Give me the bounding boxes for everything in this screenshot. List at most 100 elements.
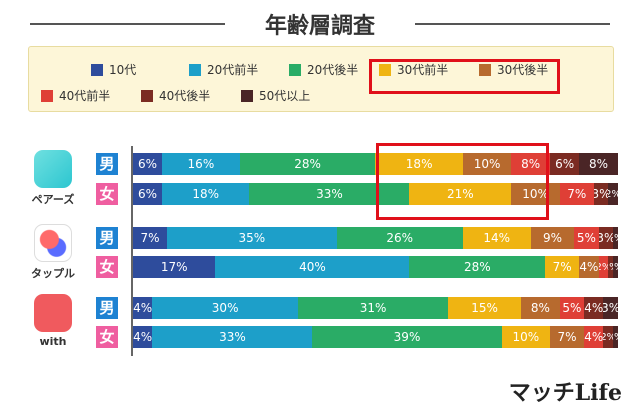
bar-segment: 8% [520,297,560,319]
app-icon [34,224,72,262]
legend-highlight-box [369,59,560,94]
bar-segment: 6% [550,153,580,175]
bar-segment: 10% [462,153,512,175]
app-icon [34,150,72,188]
axis-line [131,146,133,356]
bar-segment: 4% [579,256,599,278]
legend-item: 20代後半 [289,61,358,78]
bar-segment: 3% [603,297,618,319]
legend-item: 30代前半 [379,61,448,78]
bar-segment: 6% [133,183,163,205]
bar-segment: 28% [239,153,376,175]
legend-item: 50代以上 [241,87,310,104]
bar-segment: 2% [598,256,609,278]
bar-segment: 30% [152,297,298,319]
bar-segment: 8% [511,153,551,175]
title-area: 年齢層調査 [0,6,640,39]
bar-segment: 4% [584,326,604,348]
sex-badge: 男 [96,297,118,319]
bar-segment: 4% [584,297,604,319]
legend-swatch [141,89,153,102]
bar-segment: 35% [166,227,337,249]
bar-segment: 4% [133,297,153,319]
stacked-bar: 7%35%26%14%9%5%3%1% [133,227,618,249]
legend-label: 40代前半 [59,89,111,103]
brand-logo: マッチLife [508,380,622,406]
bar-segment: 7% [550,326,585,348]
bar-segment: 5% [559,297,585,319]
bar-segment: 2% [608,183,618,205]
bar-segment: 2% [603,326,614,348]
bar-segment: 3% [593,183,609,205]
legend-item: 30代後半 [479,61,548,78]
title-rule-left [30,23,225,25]
legend-label: 30代後半 [497,63,549,77]
bar-segment: 10% [501,326,551,348]
legend-swatch [379,63,391,76]
bar-segment: 9% [530,227,575,249]
bar-segment: 40% [215,256,410,278]
bar-segment: 33% [249,183,410,205]
bar-segment: 1% [613,256,618,278]
bar-segment: 18% [162,183,250,205]
app-label: タップル [18,224,88,281]
legend-swatch [289,63,301,76]
legend-label: 20代後半 [307,63,359,77]
legend-swatch [41,89,53,102]
bar-segment: 16% [162,153,240,175]
bar-segment: 1% [613,326,618,348]
app-name: タップル [31,267,75,280]
stacked-bar: 6% 16% 28% 18% 10% 8% 6% 8% [133,153,618,175]
legend-swatch [91,63,103,76]
bar-segment: 18% [375,153,463,175]
legend-swatch [241,89,253,102]
sex-badge: 女 [96,326,118,348]
bar-segment: 31% [297,297,449,319]
legend-label: 40代後半 [159,89,211,103]
bar-segment: 7% [559,183,594,205]
chart-title: 年齢層調査 [264,14,375,39]
bar-segment: 15% [448,297,521,319]
legend-swatch [479,63,491,76]
bar-segment: 7% [545,256,580,278]
legend-label: 20代前半 [207,63,259,77]
stacked-bar: 17%40%28%7%4%2%1%1% [133,256,618,278]
bar-segment: 14% [462,227,531,249]
bar-segment: 21% [409,183,512,205]
bar-segment: 1% [608,256,614,278]
bar-segment: 6% [133,153,163,175]
stacked-bar: 4%30%31%15%8%5%4%3% [133,297,618,319]
bar-segment: 26% [336,227,463,249]
bar-segment: 1% [613,227,618,249]
sex-badge: 男 [96,153,118,175]
bar-segment: 17% [133,256,216,278]
stacked-bar: 4%33%39%10%7%4%2%1% [133,326,618,348]
bar-segment: 4% [133,326,153,348]
app-name: with [39,335,67,348]
legend: 10代 20代前半 20代後半 30代前半 30代後半 40代前半 40代後半 50代以上 [28,46,614,112]
bars-highlight-box [376,143,549,220]
stacked-bar: 6%18%33%21%10%7%3%2% [133,183,618,205]
bar-segment: 5% [574,227,599,249]
app-icon [34,294,72,332]
legend-item: 40代前半 [41,87,110,104]
app-label: ペアーズ [18,150,88,207]
bar-segment: 8% [579,153,618,175]
bar-segment: 28% [409,256,546,278]
bar-segment: 3% [598,227,614,249]
sex-badge: 男 [96,227,118,249]
bar-segment: 33% [152,326,313,348]
bar-segment: 39% [312,326,502,348]
legend-label: 30代前半 [397,63,449,77]
legend-item: 10代 [91,61,136,78]
legend-label: 50代以上 [259,89,311,103]
app-name: ペアーズ [31,193,75,206]
title-rule-right [415,23,610,25]
sex-badge: 女 [96,256,118,278]
app-label: with [18,294,88,348]
legend-label: 10代 [109,63,137,77]
legend-item: 40代後半 [141,87,210,104]
sex-badge: 女 [96,183,118,205]
legend-swatch [189,63,201,76]
bar-segment: 7% [133,227,167,249]
